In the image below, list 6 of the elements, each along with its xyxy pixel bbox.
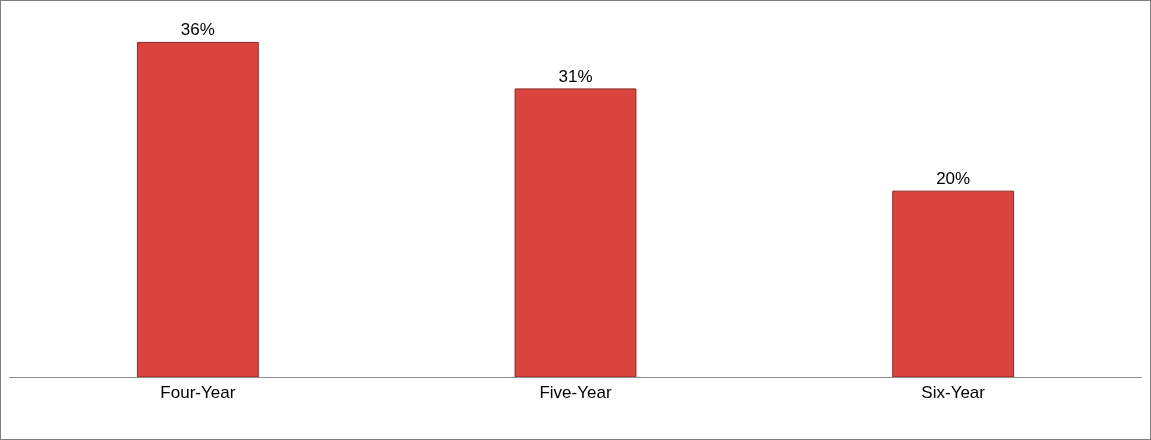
x-tick-label: Five-Year <box>539 383 612 403</box>
x-tick-label: Six-Year <box>921 383 986 403</box>
data-label: 20% <box>936 169 971 189</box>
data-label: 36% <box>180 20 215 40</box>
x-tick-label: Four-Year <box>160 383 236 403</box>
data-label: 31% <box>558 66 593 86</box>
